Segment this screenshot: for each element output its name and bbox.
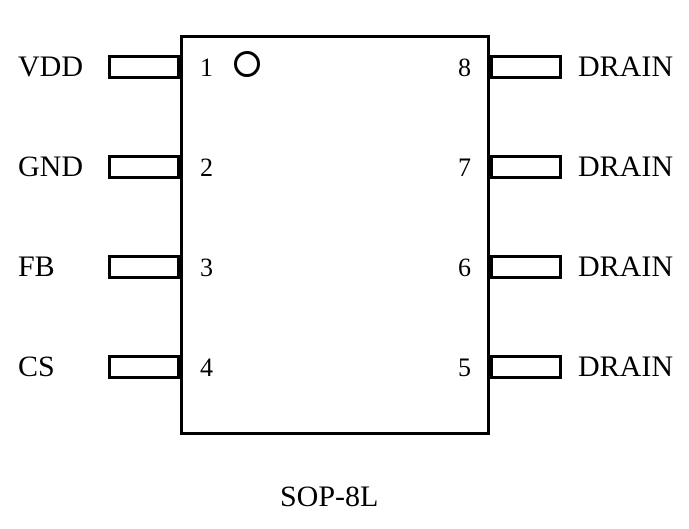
pin-5 bbox=[490, 355, 562, 379]
pin-7-number: 7 bbox=[458, 153, 471, 183]
pin-6-label: DRAIN bbox=[578, 250, 673, 284]
pin-6-number: 6 bbox=[458, 253, 471, 283]
pin-7-label: DRAIN bbox=[578, 150, 673, 184]
pin1-orientation-dot bbox=[234, 51, 260, 77]
pin-1 bbox=[108, 55, 180, 79]
pin-4-label: CS bbox=[18, 350, 55, 384]
pin-5-label: DRAIN bbox=[578, 350, 673, 384]
pin-2-number: 2 bbox=[200, 153, 213, 183]
pin-7 bbox=[490, 155, 562, 179]
chip-body bbox=[180, 35, 490, 435]
pin-3 bbox=[108, 255, 180, 279]
pin-2 bbox=[108, 155, 180, 179]
pin-2-label: GND bbox=[18, 150, 83, 184]
pin-6 bbox=[490, 255, 562, 279]
pin-8-number: 8 bbox=[458, 53, 471, 83]
pin-5-number: 5 bbox=[458, 353, 471, 383]
pin-3-number: 3 bbox=[200, 253, 213, 283]
pin-1-label: VDD bbox=[18, 50, 83, 84]
pin-8 bbox=[490, 55, 562, 79]
pin-8-label: DRAIN bbox=[578, 50, 673, 84]
pin-1-number: 1 bbox=[200, 53, 213, 83]
pin-3-label: FB bbox=[18, 250, 55, 284]
package-label: SOP-8L bbox=[280, 480, 378, 514]
pin-4-number: 4 bbox=[200, 353, 213, 383]
pin-4 bbox=[108, 355, 180, 379]
ic-pinout-diagram: VDD GND FB CS DRAIN DRAIN DRAIN DRAIN 1 … bbox=[0, 0, 689, 529]
